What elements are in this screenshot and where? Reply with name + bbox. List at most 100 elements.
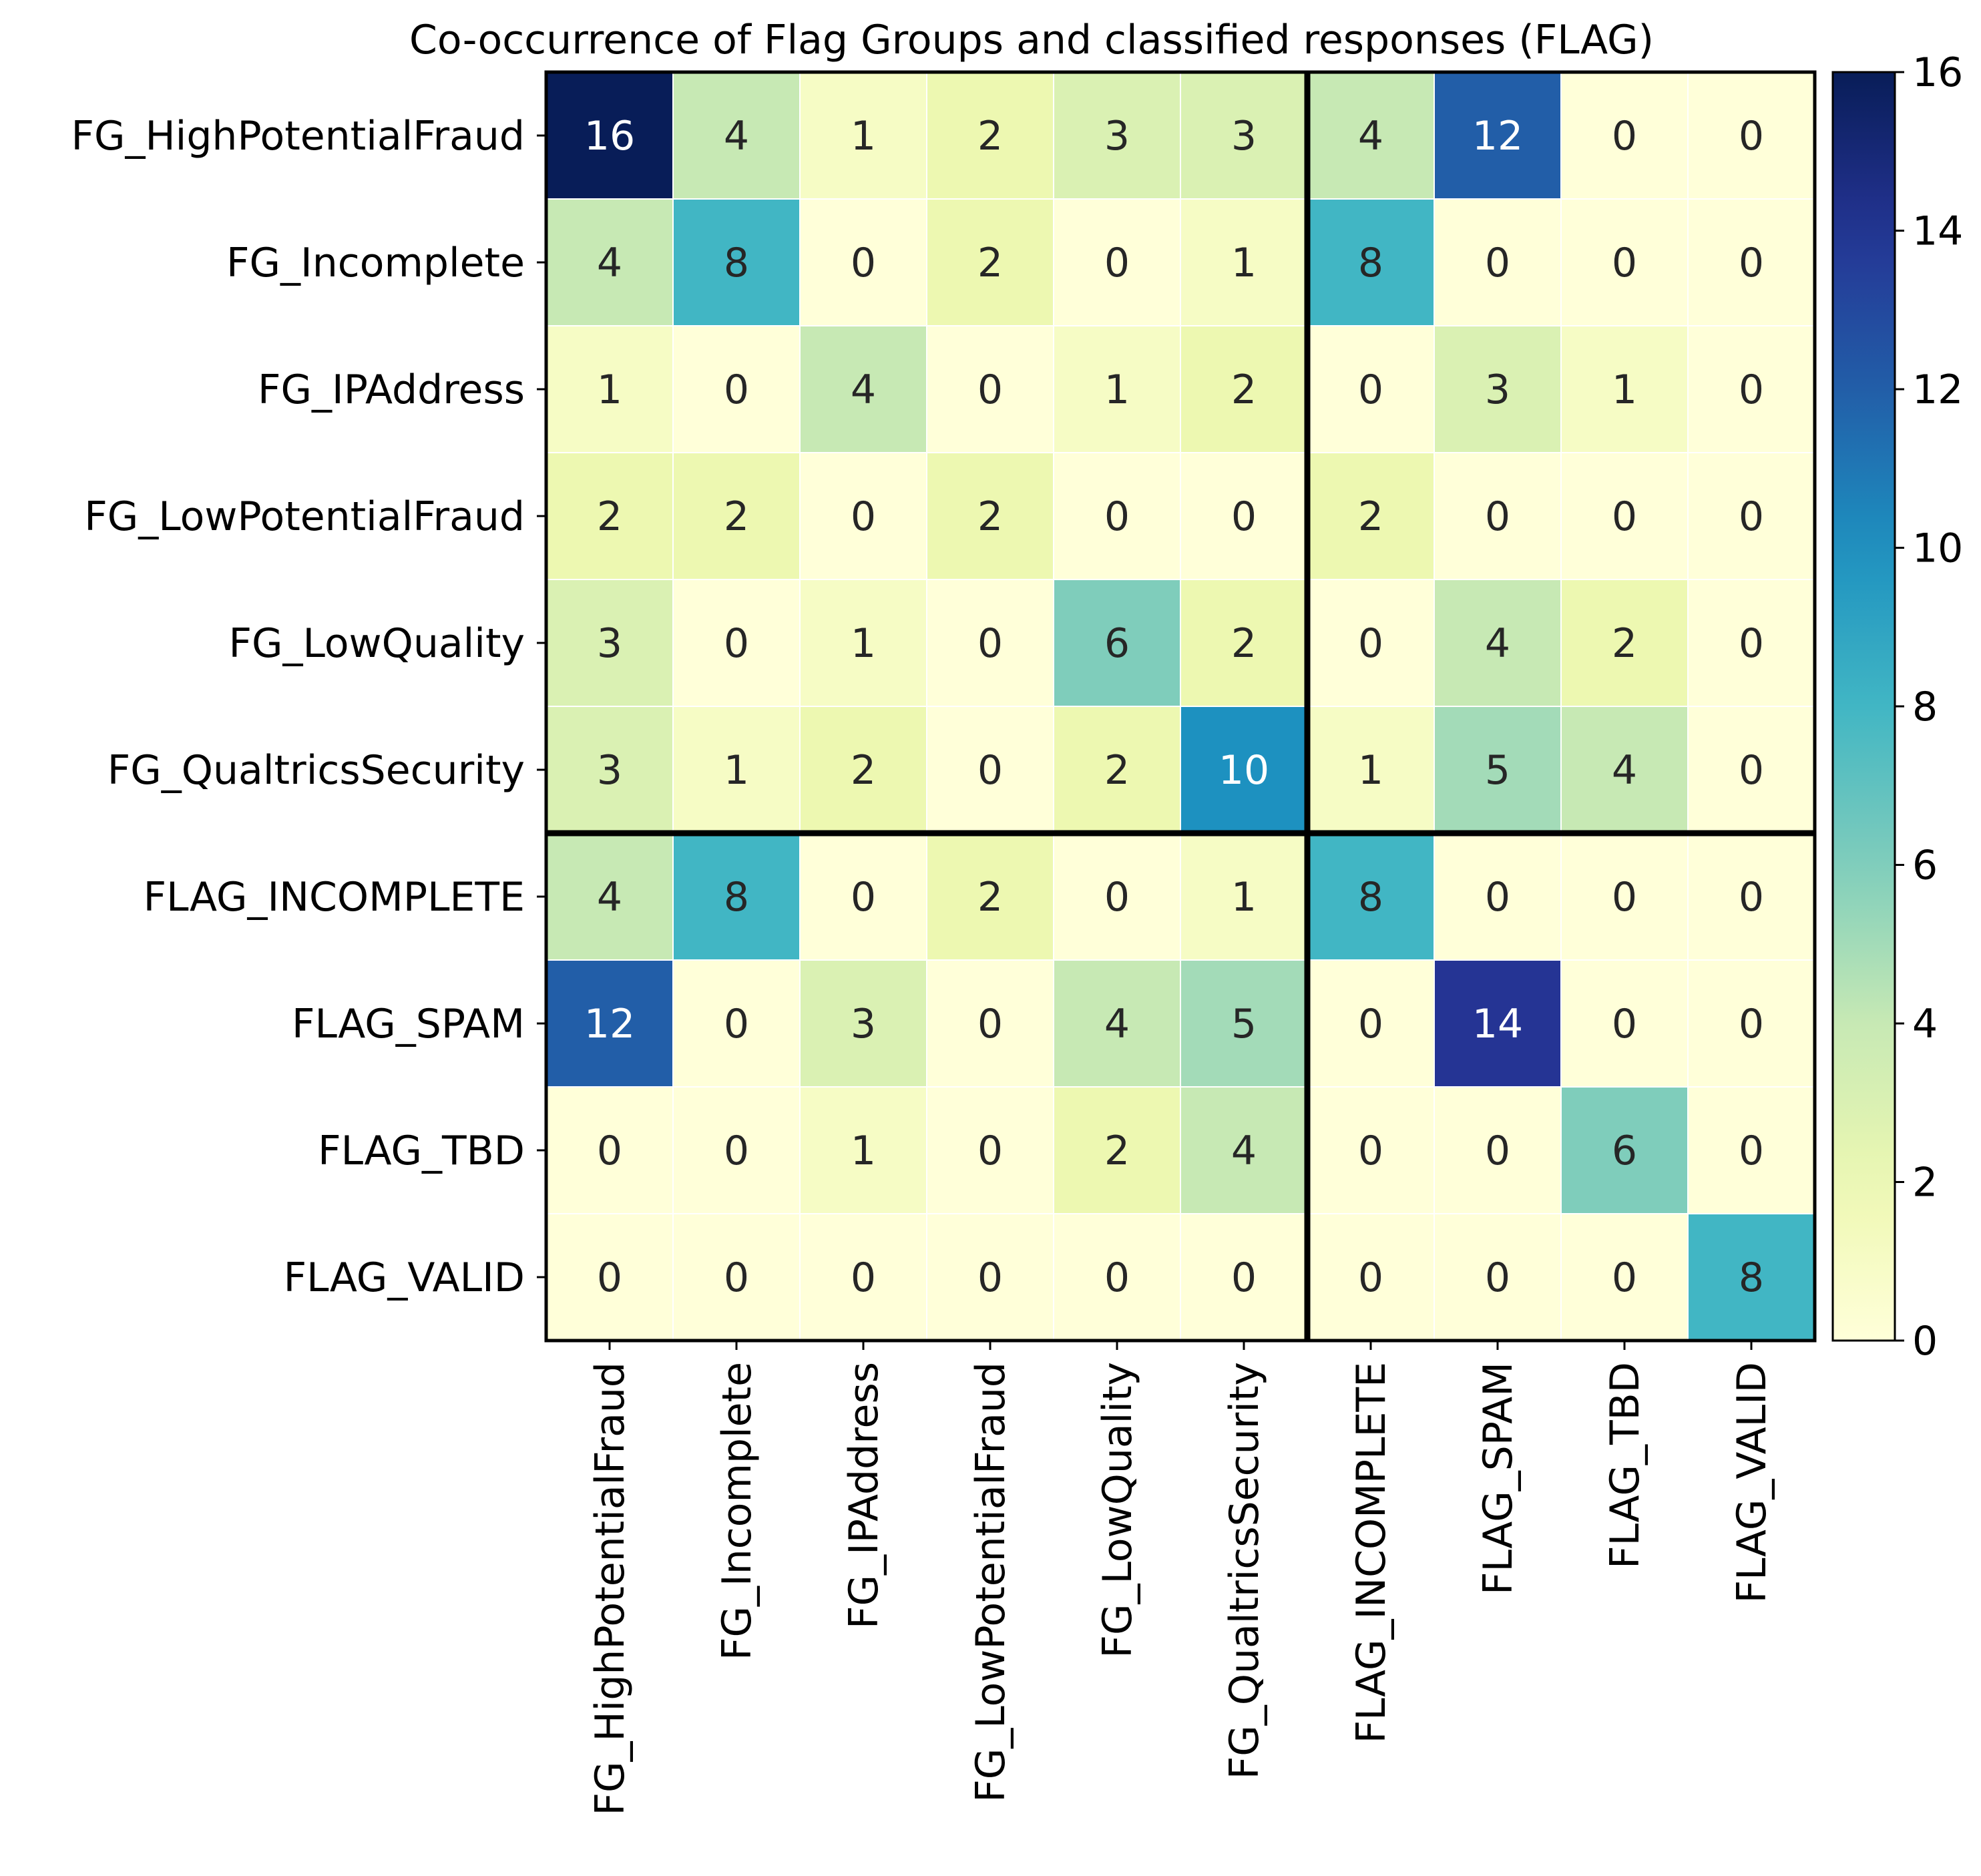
cell-value-label: 1 bbox=[851, 1128, 876, 1174]
cell-value-label: 1 bbox=[597, 367, 622, 413]
cell-value-label: 0 bbox=[977, 620, 1003, 667]
x-tick-label: FG_IPAddress bbox=[841, 1362, 887, 1629]
cell-value-label: 1 bbox=[851, 113, 876, 160]
heatmap-cell bbox=[545, 706, 674, 834]
heatmap-annotations: 16 4 1 2 3 3 4 12 0 04 8 0 2 0 1 8 0 0 01 0 4 0 1 2 0 3 1 02 2 0 2 0 0 2 0… bbox=[584, 113, 1764, 1301]
cell-value-label: 2 bbox=[724, 493, 749, 540]
x-tick-label: FG_LowQuality bbox=[1094, 1362, 1141, 1658]
x-tick-label: FLAG_TBD bbox=[1602, 1362, 1648, 1569]
cell-value-label: 0 bbox=[1104, 240, 1130, 286]
y-tick-label: FG_IPAddress bbox=[258, 367, 525, 413]
y-tick-label: FG_Incomplete bbox=[226, 240, 525, 286]
heatmap-cell bbox=[672, 579, 801, 707]
cell-value-label: 0 bbox=[1739, 747, 1764, 794]
heatmap-cell bbox=[1307, 959, 1435, 1088]
heatmap-cell bbox=[1687, 71, 1815, 200]
cell-value-label: 3 bbox=[597, 747, 622, 794]
cell-value-label: 2 bbox=[1612, 620, 1637, 667]
cell-value-label: 3 bbox=[597, 620, 622, 667]
cell-value-label: 2 bbox=[977, 493, 1003, 540]
heatmap-cell bbox=[926, 706, 1054, 834]
cell-value-label: 0 bbox=[1612, 240, 1637, 286]
heatmap-cell bbox=[926, 71, 1054, 200]
cell-value-label: 8 bbox=[1358, 240, 1383, 286]
colorbar-tick-label: 14 bbox=[1912, 208, 1963, 255]
cell-value-label: 0 bbox=[1104, 493, 1130, 540]
heatmap-cell bbox=[1434, 325, 1562, 453]
heatmap-cell bbox=[1560, 833, 1689, 961]
heatmap-cell bbox=[1053, 1213, 1181, 1341]
cell-value-label: 12 bbox=[1472, 113, 1523, 160]
cell-value-label: 1 bbox=[1104, 367, 1130, 413]
cell-value-label: 1 bbox=[851, 620, 876, 667]
cell-value-label: 0 bbox=[724, 1001, 749, 1047]
heatmap-cell bbox=[672, 71, 801, 200]
cell-value-label: 0 bbox=[851, 874, 876, 921]
cell-value-label: 0 bbox=[1104, 1254, 1130, 1301]
cell-value-label: 0 bbox=[851, 240, 876, 286]
heatmap-cell bbox=[1434, 959, 1562, 1088]
cell-value-label: 0 bbox=[1739, 493, 1764, 540]
y-tick-label: FLAG_SPAM bbox=[292, 1001, 525, 1047]
x-tick-label: FG_Incomplete bbox=[714, 1362, 760, 1660]
heatmap-cell bbox=[1180, 1086, 1308, 1214]
colorbar-tick-label: 2 bbox=[1912, 1160, 1938, 1206]
heatmap-cell bbox=[1180, 706, 1308, 834]
cell-value-label: 0 bbox=[1739, 113, 1764, 160]
cell-value-label: 2 bbox=[1104, 1128, 1130, 1174]
heatmap-cell bbox=[1687, 1213, 1815, 1341]
cell-value-label: 2 bbox=[1358, 493, 1383, 540]
heatmap-cell bbox=[1180, 959, 1308, 1088]
y-tick-label: FG_HighPotentialFraud bbox=[71, 113, 525, 160]
cell-value-label: 1 bbox=[1231, 240, 1257, 286]
cell-value-label: 0 bbox=[977, 367, 1003, 413]
heatmap-cell bbox=[1434, 1086, 1562, 1214]
cell-value-label: 0 bbox=[1739, 367, 1764, 413]
heatmap-cell bbox=[545, 71, 674, 200]
cell-value-label: 0 bbox=[1358, 1001, 1383, 1047]
cell-value-label: 0 bbox=[1612, 1001, 1637, 1047]
cell-value-label: 0 bbox=[1485, 493, 1510, 540]
cell-value-label: 1 bbox=[1358, 747, 1383, 794]
heatmap-cell bbox=[672, 959, 801, 1088]
heatmap-cell bbox=[1053, 1086, 1181, 1214]
cell-value-label: 0 bbox=[1739, 874, 1764, 921]
cell-value-label: 3 bbox=[1485, 367, 1510, 413]
x-tick-label: FG_LowPotentialFraud bbox=[967, 1362, 1014, 1803]
cell-value-label: 4 bbox=[597, 874, 622, 921]
heatmap-cell bbox=[1434, 1213, 1562, 1341]
cell-value-label: 0 bbox=[851, 493, 876, 540]
cell-value-label: 2 bbox=[977, 240, 1003, 286]
heatmap-cell bbox=[799, 959, 927, 1088]
cell-value-label: 4 bbox=[1612, 747, 1637, 794]
cell-value-label: 8 bbox=[724, 240, 749, 286]
cell-value-label: 12 bbox=[584, 1001, 635, 1047]
cell-value-label: 0 bbox=[1485, 1128, 1510, 1174]
heatmap-cell bbox=[1307, 198, 1435, 326]
cell-value-label: 0 bbox=[977, 1001, 1003, 1047]
cell-value-label: 0 bbox=[724, 620, 749, 667]
colorbar: 0 2 4 6 8 10 12 14 16 bbox=[1831, 49, 1963, 1365]
x-tick-label: FG_QualtricsSecurity bbox=[1221, 1362, 1268, 1779]
heatmap-cell bbox=[1307, 452, 1435, 580]
cell-value-label: 6 bbox=[1104, 620, 1130, 667]
cell-value-label: 2 bbox=[851, 747, 876, 794]
cell-value-label: 0 bbox=[1739, 620, 1764, 667]
heatmap-cell bbox=[1180, 452, 1308, 580]
cell-value-label: 0 bbox=[1485, 874, 1510, 921]
heatmap-cell bbox=[672, 1213, 801, 1341]
cell-value-label: 0 bbox=[1358, 1128, 1383, 1174]
cell-value-label: 4 bbox=[597, 240, 622, 286]
cell-value-label: 0 bbox=[1612, 113, 1637, 160]
cell-value-label: 0 bbox=[597, 1128, 622, 1174]
cell-value-label: 0 bbox=[1739, 1128, 1764, 1174]
cell-value-label: 0 bbox=[851, 1254, 876, 1301]
heatmap-cell bbox=[926, 833, 1054, 961]
cell-value-label: 0 bbox=[724, 367, 749, 413]
cell-value-label: 8 bbox=[1358, 874, 1383, 921]
chart-title: Co-occurrence of Flag Groups and classif… bbox=[409, 17, 1654, 63]
heatmap-cell bbox=[1434, 198, 1562, 326]
y-tick-label: FG_LowPotentialFraud bbox=[84, 493, 525, 540]
heatmap-cell bbox=[1053, 706, 1181, 834]
